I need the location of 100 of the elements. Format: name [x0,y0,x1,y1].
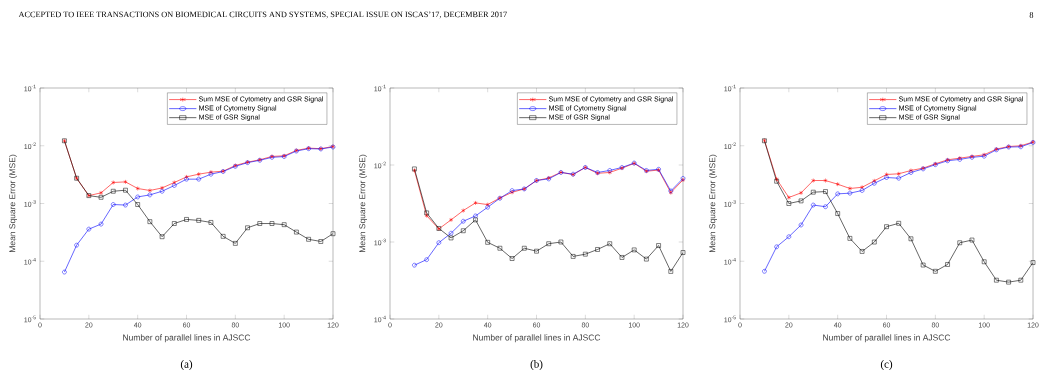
y-axis-title: Mean Square Error (MSE) [359,154,367,252]
point [786,195,791,200]
point [896,175,901,181]
point [123,179,128,185]
point [123,187,128,193]
point [799,190,804,196]
point [994,277,999,283]
point [448,230,454,236]
point [147,219,153,224]
point [811,202,816,208]
text: ACCEPTED TO IEEE TRANSACTIONS ON BIOMEDICAL CIRCUITS AND SYSTEMS, SPECIAL ISSUE ON ISCAS’17, DECEMBER 2017 [18,11,507,19]
point [859,249,865,254]
point [798,198,804,204]
x-axis-title: Number of parallel lines in AJSCC [823,334,951,343]
point [135,194,140,200]
y-axis-title: Mean Square Error (MSE) [9,154,17,252]
point [595,247,600,252]
point [330,231,336,236]
point [896,171,901,177]
point [835,191,840,197]
point [461,219,466,224]
point [607,241,613,246]
point [111,202,116,207]
text: (c) [880,360,893,370]
point [981,259,987,264]
point [448,235,454,241]
text: (b) [530,360,543,370]
point [449,217,454,223]
point [147,188,152,193]
point [160,185,165,191]
point [473,200,478,206]
point [461,208,466,213]
point [847,190,853,196]
point [920,262,926,268]
point [774,244,779,250]
point [159,189,165,194]
point [811,178,816,183]
point [957,240,963,246]
point [798,222,804,228]
point [1006,279,1011,285]
point [436,240,442,245]
point [485,240,490,245]
point [111,189,116,194]
text: 8 [1029,12,1034,18]
point [872,239,877,245]
point [908,236,914,242]
point [245,225,250,231]
point [969,237,975,243]
point [509,256,515,261]
point [823,189,828,194]
point [99,190,104,196]
point [473,217,478,223]
point [220,234,226,239]
point [786,234,792,239]
point [86,226,92,232]
point [945,262,950,267]
point [933,269,938,274]
point [306,237,311,242]
point [147,192,153,198]
point [473,213,478,219]
point [522,245,527,251]
point [461,228,466,233]
point [835,181,840,187]
point [1030,260,1036,265]
point [835,211,840,216]
point [196,218,201,223]
point [208,220,214,225]
point [172,221,177,226]
point [656,243,661,248]
point [631,247,637,253]
point [668,269,674,274]
point [196,171,201,177]
point [269,221,275,226]
point [680,250,686,255]
point [570,254,576,259]
point [534,248,539,254]
point [823,178,828,183]
point [294,229,299,235]
point [847,186,852,191]
point [619,255,625,260]
point [318,239,324,244]
point [257,221,262,226]
point [98,195,104,200]
point [111,180,116,185]
point [546,241,551,246]
point [1018,277,1024,283]
point [884,224,889,229]
point [583,251,588,257]
point [847,236,853,241]
point [497,245,503,251]
point [196,176,201,182]
x-axis-title: Number of parallel lines in AJSCC [123,334,251,343]
point [644,256,649,262]
point [823,204,828,209]
x-axis-title: Number of parallel lines in AJSCC [473,334,601,343]
point [811,189,816,195]
point [135,186,140,191]
point [135,202,140,207]
point [159,234,165,239]
point [896,221,901,226]
